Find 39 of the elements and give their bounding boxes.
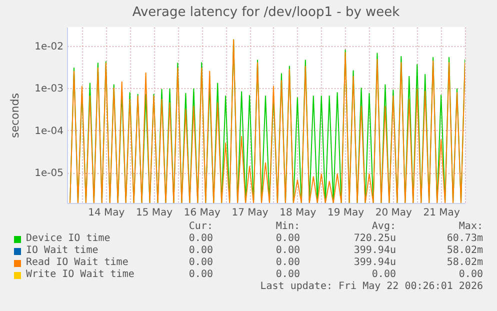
x-tick-label: 15 May bbox=[136, 208, 173, 218]
legend-label: Write IO Wait time bbox=[26, 269, 134, 281]
text: 0.00 bbox=[276, 257, 300, 269]
x-tick-label: 21 May bbox=[423, 208, 460, 218]
x-tick-label: 20 May bbox=[375, 208, 412, 218]
text: Avg: bbox=[372, 221, 396, 233]
text: 0.00 bbox=[188, 257, 213, 269]
y-tick-label: 1e-04 bbox=[34, 126, 64, 137]
text: 399.94u bbox=[354, 245, 396, 257]
text: 0.00 bbox=[372, 269, 396, 281]
text: 0.00 bbox=[458, 269, 483, 281]
text: Min: bbox=[276, 221, 300, 233]
text: Cur: bbox=[188, 221, 213, 233]
text: 720.25u bbox=[354, 233, 396, 245]
y-tick-label: 1e-05 bbox=[34, 168, 64, 180]
legend-label: Device IO time bbox=[26, 233, 110, 245]
y-tick-label: 1e-02 bbox=[34, 41, 64, 52]
x-tick-label: 14 May bbox=[88, 208, 125, 218]
y-tick-label: 1e-03 bbox=[34, 84, 64, 95]
y-axis-title: seconds bbox=[8, 92, 22, 138]
text: Last update: Fri May 22 00:26:01 2026 bbox=[260, 281, 483, 293]
text: Max: bbox=[458, 221, 483, 233]
text: 0.00 bbox=[188, 233, 213, 245]
text: 0.00 bbox=[276, 245, 300, 257]
text: 58.02m bbox=[446, 245, 483, 257]
x-tick-label: 16 May bbox=[184, 208, 221, 218]
text: 399.94u bbox=[354, 257, 396, 269]
text: 0.00 bbox=[276, 233, 300, 245]
chart-title: Average latency for /dev/loop1 - by week bbox=[132, 5, 400, 20]
text: 0.00 bbox=[276, 269, 300, 281]
legend-label: Read IO Wait time bbox=[26, 257, 128, 269]
x-tick-label: 18 May bbox=[280, 208, 316, 218]
text: 60.73m bbox=[446, 233, 483, 245]
text: 58.02m bbox=[446, 257, 483, 269]
text: 0.00 bbox=[188, 269, 213, 281]
legend-label: IO Wait time bbox=[26, 245, 98, 257]
x-tick-label: 19 May bbox=[328, 208, 364, 218]
text: 0.00 bbox=[188, 245, 213, 257]
x-tick-label: 17 May bbox=[232, 208, 268, 218]
